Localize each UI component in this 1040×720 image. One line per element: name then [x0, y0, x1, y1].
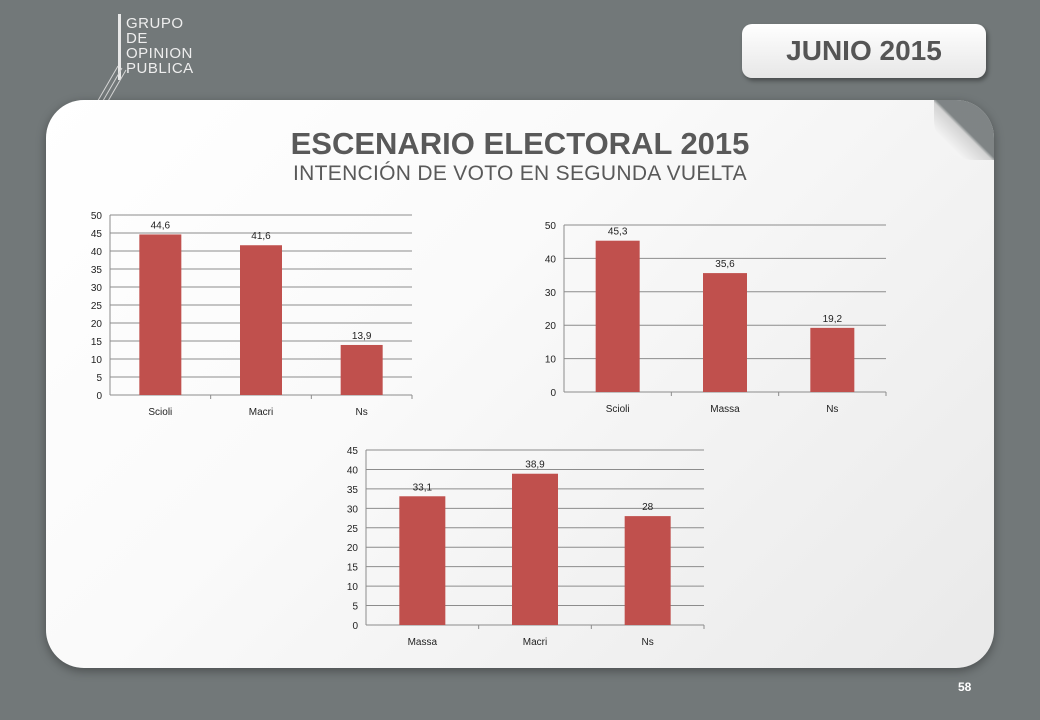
y-tick-label: 20 [347, 543, 359, 554]
data-label: 44,6 [151, 220, 171, 231]
data-label: 19,2 [823, 314, 843, 325]
data-label: 13,9 [352, 331, 372, 342]
y-tick-label: 30 [91, 283, 103, 294]
y-tick-label: 5 [352, 602, 358, 613]
logo-line-1: GRUPO [126, 15, 184, 32]
y-tick-label: 30 [347, 504, 359, 515]
logo-text: GRUPO DE OPINION PUBLICA [126, 16, 194, 76]
x-category-label: Macri [249, 407, 273, 418]
x-category-label: Ns [356, 407, 368, 418]
bar-ns [340, 344, 383, 395]
bar-massa [703, 273, 747, 392]
y-tick-label: 0 [550, 388, 556, 399]
bar-scioli [139, 234, 182, 395]
y-tick-label: 10 [91, 355, 103, 366]
x-category-label: Scioli [606, 404, 630, 415]
y-tick-label: 15 [347, 563, 359, 574]
chart-scioli-massa: 0 10 20 30 40 50 45,3 Scioli 35,6 Massa 19,2 Ns [545, 221, 887, 415]
y-tick-label: 10 [545, 355, 557, 366]
x-category-label: Ns [642, 637, 654, 648]
logo-line-4: PUBLICA [126, 60, 194, 77]
logo-line-3: OPINION [126, 45, 193, 62]
x-category-label: Ns [826, 404, 838, 415]
y-tick-label: 40 [545, 254, 557, 265]
y-tick-label: 25 [347, 524, 359, 535]
x-category-label: Macri [523, 637, 547, 648]
bar-macri [240, 245, 282, 395]
y-tick-label: 0 [96, 391, 102, 402]
x-category-label: Massa [710, 404, 740, 415]
page-number: 58 [958, 680, 972, 694]
y-tick-label: 30 [545, 288, 557, 299]
y-tick-label: 20 [545, 321, 557, 332]
slide-title: ESCENARIO ELECTORAL 2015 [290, 126, 750, 161]
x-category-label: Scioli [148, 407, 172, 418]
y-tick-label: 45 [347, 446, 359, 457]
bar-ns [624, 516, 671, 625]
logo-bar [118, 14, 121, 80]
y-tick-label: 5 [96, 373, 102, 384]
date-badge: JUNIO 2015 [742, 24, 986, 78]
data-label: 33,1 [413, 482, 433, 493]
x-category-label: Massa [408, 637, 438, 648]
y-tick-label: 15 [91, 337, 103, 348]
y-tick-label: 10 [347, 582, 359, 593]
bar-ns [810, 327, 855, 392]
bar-massa [399, 496, 446, 625]
chart-massa-macri: 0 5 10 15 20 25 30 35 40 45 33,1 Massa 38,9 Macri 28 Ns [347, 446, 705, 648]
data-label: 28 [642, 502, 654, 513]
y-tick-label: 0 [352, 621, 358, 632]
logo-line-2: DE [126, 30, 148, 47]
data-label: 45,3 [608, 227, 628, 238]
chart-scioli-macri: 0 5 10 15 20 25 30 35 40 45 50 44,6 Scioli 41,6 Macri 1… [91, 211, 413, 418]
y-tick-label: 35 [91, 265, 103, 276]
data-label: 41,6 [251, 231, 271, 242]
y-tick-label: 40 [347, 465, 359, 476]
y-tick-label: 45 [91, 229, 103, 240]
bar-scioli [595, 240, 640, 392]
data-label: 38,9 [525, 460, 545, 471]
slide-subtitle: INTENCIÓN DE VOTO EN SEGUNDA VUELTA [293, 162, 747, 185]
bar-macri [512, 473, 558, 625]
group-logo: GRUPO DE OPINION PUBLICA [95, 14, 218, 109]
y-tick-label: 50 [545, 221, 557, 232]
y-tick-label: 20 [91, 319, 103, 330]
y-tick-label: 50 [91, 211, 103, 222]
y-tick-label: 35 [347, 485, 359, 496]
data-label: 35,6 [715, 259, 735, 270]
y-tick-label: 40 [91, 247, 103, 258]
y-tick-label: 25 [91, 301, 103, 312]
